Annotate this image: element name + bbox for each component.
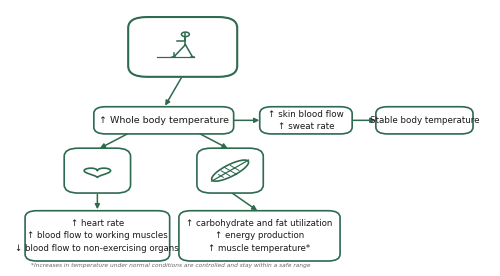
FancyBboxPatch shape: [179, 211, 340, 261]
Text: ↑ carbohydrate and fat utilization
↑ energy production
↑ muscle temperature*: ↑ carbohydrate and fat utilization ↑ ene…: [186, 219, 332, 253]
FancyBboxPatch shape: [197, 148, 264, 193]
Text: ↑ heart rate
↑ blood flow to working muscles
↓ blood flow to non-exercising orga: ↑ heart rate ↑ blood flow to working mus…: [16, 219, 179, 253]
FancyBboxPatch shape: [376, 107, 473, 134]
Text: Stable body temperature: Stable body temperature: [370, 116, 479, 125]
FancyBboxPatch shape: [260, 107, 352, 134]
FancyBboxPatch shape: [64, 148, 130, 193]
FancyBboxPatch shape: [25, 211, 170, 261]
FancyBboxPatch shape: [94, 107, 234, 134]
Text: ↑ skin blood flow
↑ sweat rate: ↑ skin blood flow ↑ sweat rate: [268, 110, 344, 131]
Text: *Increases in temperature under normal conditions are controlled and stay within: *Increases in temperature under normal c…: [31, 263, 310, 268]
Text: ↑ Whole body temperature: ↑ Whole body temperature: [98, 116, 228, 125]
FancyBboxPatch shape: [128, 17, 237, 77]
